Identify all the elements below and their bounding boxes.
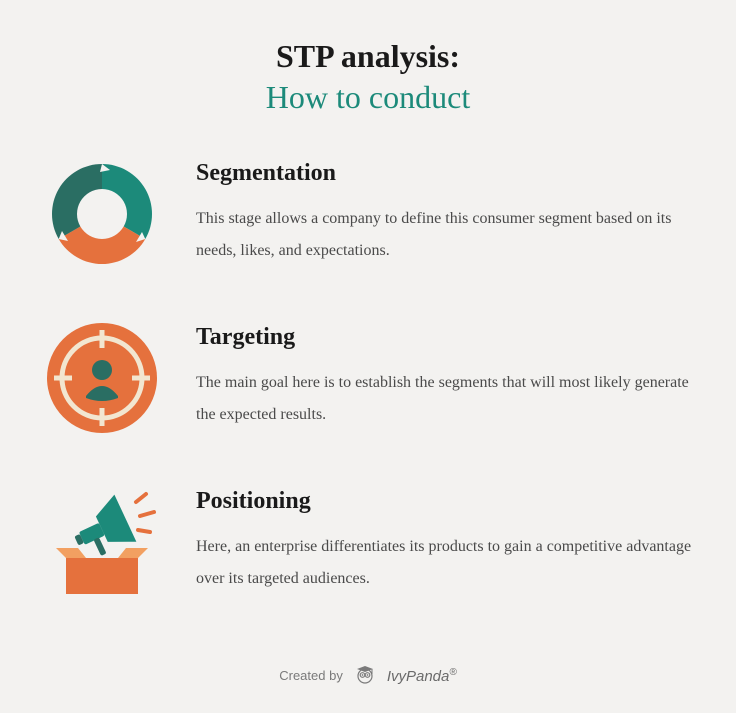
section-positioning: Positioning Here, an enterprise differen… xyxy=(42,482,694,602)
section-targeting: Targeting The main goal here is to estab… xyxy=(42,318,694,438)
section-body: Here, an enterprise differentiates its p… xyxy=(196,531,694,595)
title-line1: STP analysis: xyxy=(42,38,694,75)
section-text: Positioning Here, an enterprise differen… xyxy=(196,482,694,595)
title-block: STP analysis: How to conduct xyxy=(42,38,694,116)
footer: Created by IvyPanda® xyxy=(42,662,694,689)
section-text: Segmentation This stage allows a company… xyxy=(196,154,694,267)
owl-grad-icon xyxy=(353,662,377,689)
section-heading: Positioning xyxy=(196,488,694,515)
footer-brand: IvyPanda® xyxy=(387,667,457,685)
section-heading: Segmentation xyxy=(196,160,694,187)
section-body: The main goal here is to establish the s… xyxy=(196,367,694,431)
sections-list: Segmentation This stage allows a company… xyxy=(42,154,694,638)
footer-created-by: Created by xyxy=(279,668,343,683)
title-line2: How to conduct xyxy=(42,79,694,116)
section-segmentation: Segmentation This stage allows a company… xyxy=(42,154,694,274)
footer-registered: ® xyxy=(449,667,456,678)
footer-brand-text: IvyPanda xyxy=(387,668,450,685)
megaphone-box-icon xyxy=(42,482,162,602)
target-icon xyxy=(42,318,162,438)
section-text: Targeting The main goal here is to estab… xyxy=(196,318,694,431)
section-body: This stage allows a company to define th… xyxy=(196,203,694,267)
section-heading: Targeting xyxy=(196,324,694,351)
donut-chart-icon xyxy=(42,154,162,274)
